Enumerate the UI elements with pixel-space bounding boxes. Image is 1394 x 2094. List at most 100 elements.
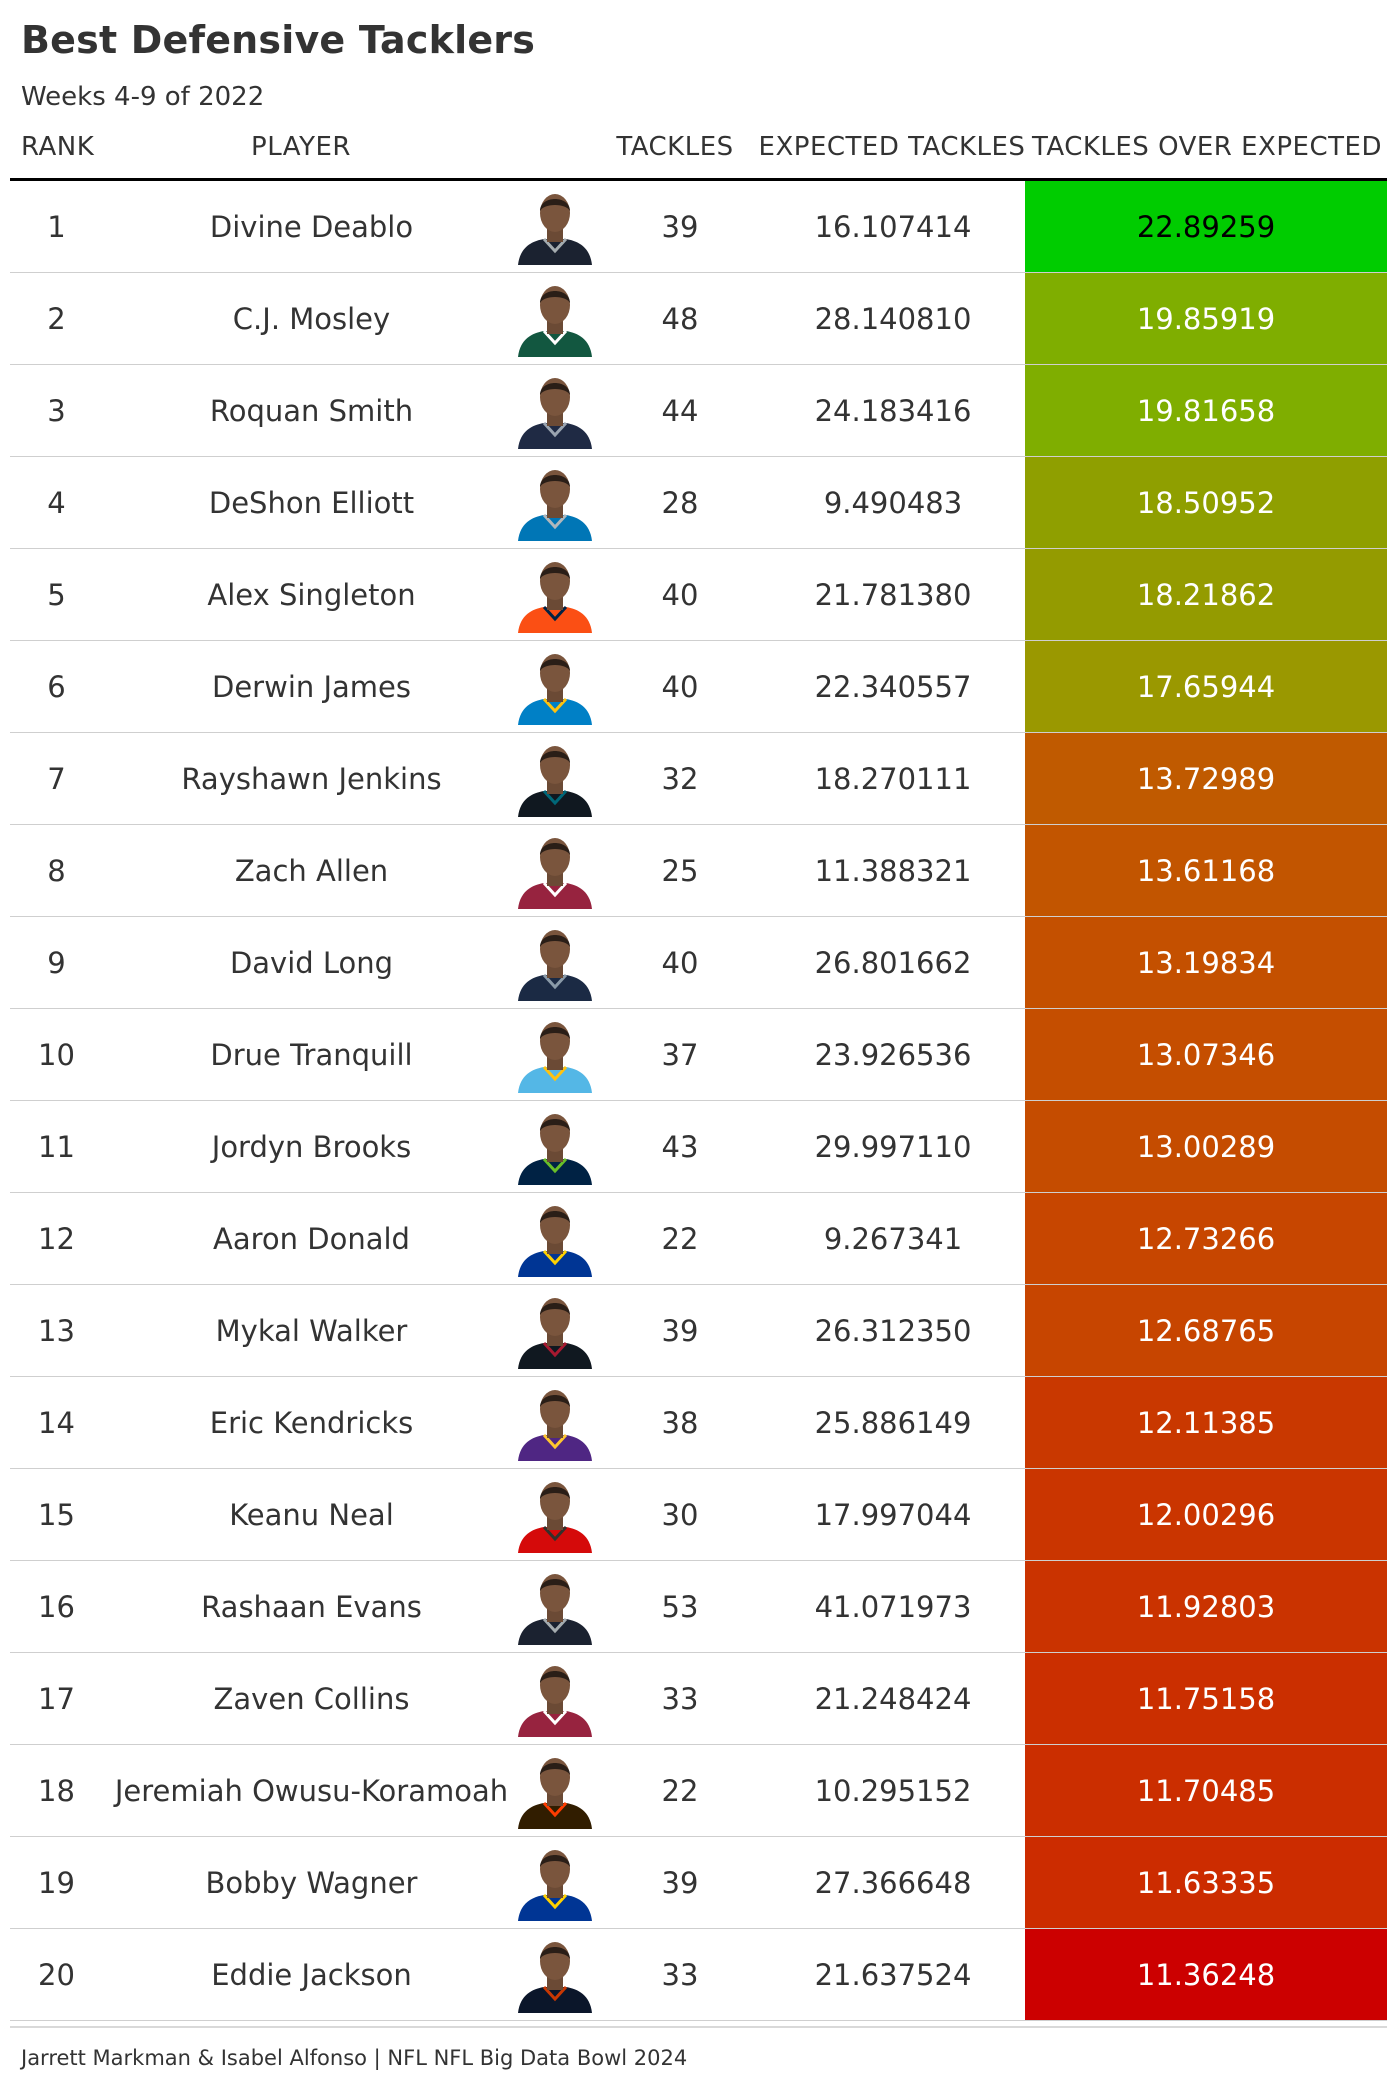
expected-tackles-cell: 16.107414 — [814, 210, 972, 244]
tackles-cell: 25 — [661, 854, 699, 888]
column-header-player: PLAYER — [251, 132, 351, 162]
tackles-over-expected-fill — [1025, 917, 1387, 1008]
player-headshot-icon — [518, 1758, 592, 1829]
player-name-cell: Bobby Wagner — [205, 1866, 418, 1900]
table-row: 20 Eddie Jackson 33 21.637524 11.36248 — [10, 1929, 1387, 2021]
table-row: 10 Drue Tranquill 37 23.926536 13.07346 — [10, 1009, 1387, 1101]
tackles-cell: 30 — [661, 1498, 699, 1532]
player-headshot-icon — [518, 1298, 592, 1369]
tackles-over-expected-fill — [1025, 273, 1387, 364]
expected-tackles-cell: 22.340557 — [814, 670, 972, 704]
tackles-over-expected-fill — [1025, 1653, 1387, 1744]
rank-cell: 11 — [38, 1130, 75, 1164]
rank-cell: 6 — [47, 670, 66, 704]
tackles-cell: 39 — [661, 1866, 699, 1900]
player-headshot-icon — [518, 1390, 592, 1461]
rank-cell: 8 — [47, 854, 66, 888]
tackles-over-expected-fill — [1025, 181, 1387, 272]
tackles-cell: 22 — [661, 1774, 699, 1808]
rank-cell: 10 — [38, 1038, 75, 1072]
tackles-over-expected-fill — [1025, 549, 1387, 640]
table-row: 5 Alex Singleton 40 21.781380 18.21862 — [10, 549, 1387, 641]
player-name-cell: Rayshawn Jenkins — [181, 762, 442, 796]
rank-cell: 17 — [38, 1682, 75, 1716]
table-row: 2 C.J. Mosley 48 28.140810 19.85919 — [10, 273, 1387, 365]
player-name-cell: Eric Kendricks — [209, 1406, 414, 1440]
row-separator — [10, 1744, 1387, 1745]
tackles-over-expected-cell: 12.73266 — [1136, 1222, 1276, 1256]
row-separator — [10, 1284, 1387, 1285]
table-row: 8 Zach Allen 25 11.388321 13.61168 — [10, 825, 1387, 917]
tackles-over-expected-cell: 13.19834 — [1136, 946, 1276, 980]
table-row: 14 Eric Kendricks 38 25.886149 12.11385 — [10, 1377, 1387, 1469]
expected-tackles-cell: 21.637524 — [814, 1958, 972, 1992]
rank-cell: 14 — [38, 1406, 75, 1440]
player-headshot-icon — [518, 1666, 592, 1737]
expected-tackles-cell: 10.295152 — [814, 1774, 972, 1808]
tackles-over-expected-cell: 12.11385 — [1136, 1406, 1276, 1440]
column-header-expected-tackles: EXPECTED TACKLES — [758, 132, 1026, 162]
tackles-cell: 43 — [661, 1130, 699, 1164]
table-row: 19 Bobby Wagner 39 27.366648 11.63335 — [10, 1837, 1387, 1929]
tackles-over-expected-fill — [1025, 457, 1387, 548]
tackles-over-expected-cell: 19.81658 — [1136, 394, 1276, 428]
player-headshot-icon — [518, 286, 592, 357]
row-separator — [10, 732, 1387, 733]
tackles-over-expected-cell: 11.70485 — [1136, 1774, 1276, 1808]
tackles-over-expected-cell: 12.00296 — [1136, 1498, 1276, 1532]
player-headshot-icon — [518, 838, 592, 909]
tackles-cell: 53 — [661, 1590, 699, 1624]
tackles-cell: 33 — [661, 1958, 699, 1992]
player-headshot-icon — [518, 1114, 592, 1185]
row-separator — [10, 1376, 1387, 1377]
table-row: 16 Rashaan Evans 53 41.071973 11.92803 — [10, 1561, 1387, 1653]
footer-rule — [10, 2026, 1387, 2028]
player-headshot-icon — [518, 1022, 592, 1093]
player-headshot-icon — [518, 654, 592, 725]
expected-tackles-cell: 9.267341 — [823, 1222, 963, 1256]
rank-cell: 18 — [38, 1774, 75, 1808]
expected-tackles-cell: 18.270111 — [814, 762, 972, 796]
row-separator — [10, 1928, 1387, 1929]
expected-tackles-cell: 24.183416 — [814, 394, 972, 428]
row-separator — [10, 456, 1387, 457]
player-name-cell: Drue Tranquill — [210, 1038, 413, 1072]
header-rule — [10, 178, 1387, 181]
rank-cell: 1 — [47, 210, 66, 244]
player-headshot-icon — [518, 1482, 592, 1553]
column-header-tackles: TACKLES — [616, 132, 734, 162]
player-headshot-icon — [518, 378, 592, 449]
tackles-over-expected-cell: 11.63335 — [1136, 1866, 1276, 1900]
tackles-over-expected-fill — [1025, 1469, 1387, 1560]
tackles-over-expected-cell: 13.61168 — [1136, 854, 1276, 888]
expected-tackles-cell: 25.886149 — [814, 1406, 972, 1440]
player-headshot-icon — [518, 562, 592, 633]
expected-tackles-cell: 9.490483 — [823, 486, 963, 520]
table-row: 12 Aaron Donald 22 9.267341 12.73266 — [10, 1193, 1387, 1285]
expected-tackles-cell: 29.997110 — [814, 1130, 972, 1164]
player-headshot-icon — [518, 470, 592, 541]
row-separator — [10, 1192, 1387, 1193]
player-headshot-icon — [518, 1850, 592, 1921]
expected-tackles-cell: 23.926536 — [814, 1038, 972, 1072]
tackles-over-expected-fill — [1025, 1745, 1387, 1836]
expected-tackles-cell: 26.312350 — [814, 1314, 972, 1348]
tackles-cell: 40 — [661, 578, 699, 612]
tackles-cell: 37 — [661, 1038, 699, 1072]
player-headshot-icon — [518, 746, 592, 817]
tackles-over-expected-fill — [1025, 1285, 1387, 1376]
tackles-over-expected-cell: 13.07346 — [1136, 1038, 1276, 1072]
tackles-over-expected-fill — [1025, 1837, 1387, 1928]
tackles-over-expected-fill — [1025, 1101, 1387, 1192]
tackles-over-expected-cell: 11.92803 — [1136, 1590, 1276, 1624]
rank-cell: 15 — [38, 1498, 75, 1532]
tackles-cell: 40 — [661, 670, 699, 704]
rank-cell: 13 — [38, 1314, 75, 1348]
player-name-cell: Alex Singleton — [207, 578, 416, 612]
row-separator — [10, 1100, 1387, 1101]
tackles-over-expected-fill — [1025, 1929, 1387, 2020]
table-row: 4 DeShon Elliott 28 9.490483 18.50952 — [10, 457, 1387, 549]
tackles-over-expected-cell: 19.85919 — [1136, 302, 1276, 336]
table-row: 18 Jeremiah Owusu-Koramoah 22 10.295152 11.7… — [10, 1745, 1387, 1837]
